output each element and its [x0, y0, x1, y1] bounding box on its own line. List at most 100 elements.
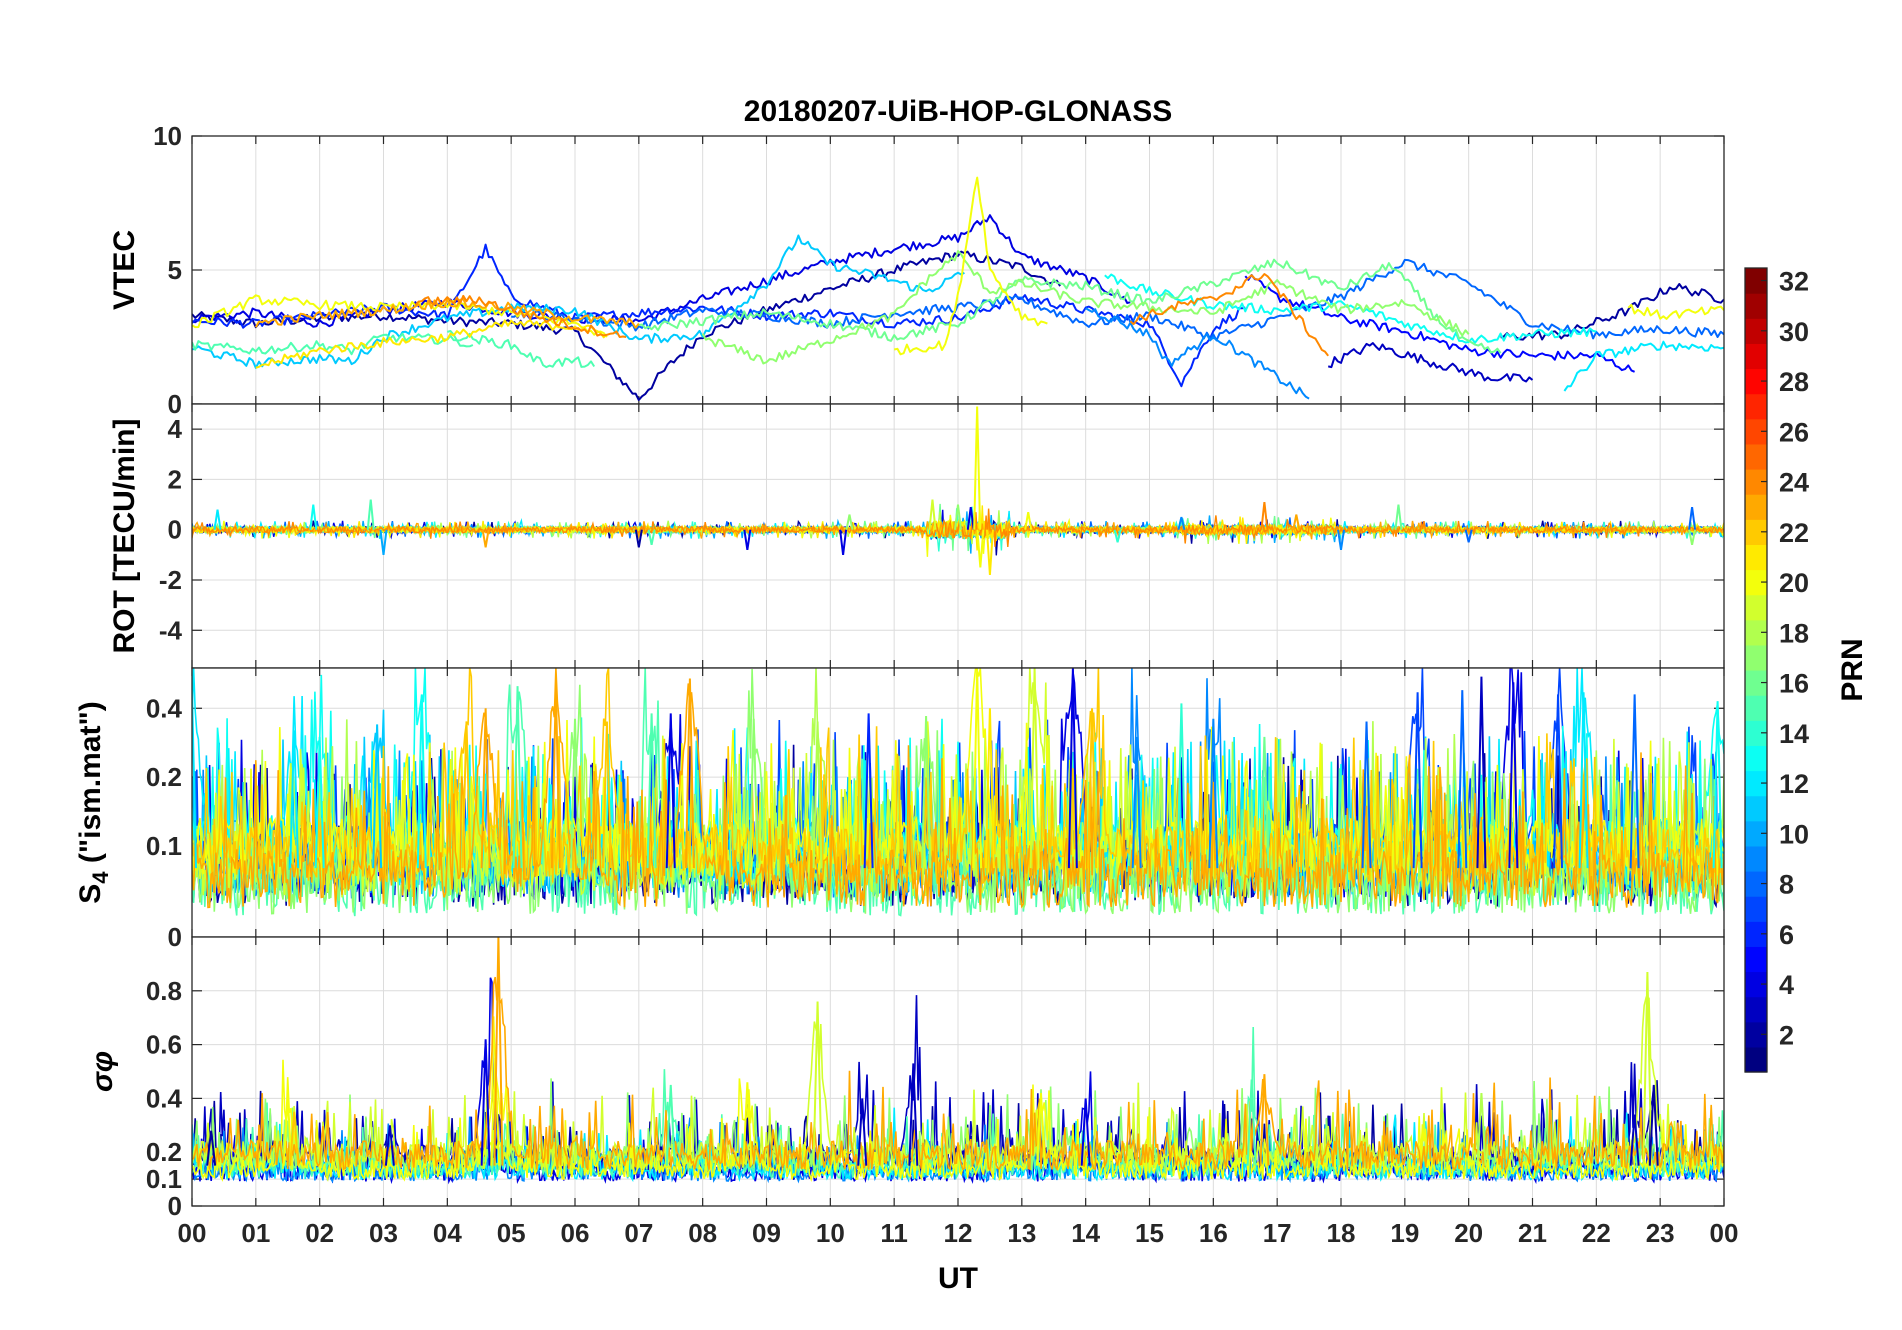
s4-peak: [1629, 694, 1640, 869]
rot-spike: [1337, 529, 1345, 550]
rot-spike: [1024, 511, 1033, 530]
colorbar-frame: [1744, 267, 1768, 1073]
rot-spike: [839, 529, 848, 555]
colorbar-segment: [1745, 795, 1767, 822]
s4-label-subscript: 4: [88, 871, 113, 884]
panel-vtec: 0 5 10 VTEC: [108, 121, 1725, 419]
y-tick-label: 0.2: [146, 1137, 182, 1167]
vtec-series-prn-24: [1129, 273, 1329, 357]
vtec-series-prn-23: [254, 297, 640, 329]
rot-spike: [1464, 529, 1473, 543]
colorbar-segment: [1745, 971, 1767, 998]
y-axis-label-rot: ROT [TECU/min]: [108, 419, 141, 654]
vtec-series-prn-4: [192, 214, 1131, 328]
colorbar-tick-label: 12: [1779, 769, 1809, 799]
x-tick-label: 22: [1582, 1218, 1611, 1248]
colorbar-segment: [1745, 720, 1767, 746]
sigma_phi-peak: [742, 1082, 753, 1166]
x-tick-label: 20: [1454, 1218, 1483, 1248]
sigma_phi-peak: [665, 1084, 676, 1166]
s4-peak: [289, 730, 300, 869]
s4-peak: [1412, 692, 1423, 869]
colorbar-segment: [1745, 443, 1767, 470]
vtec-series-prn-2: [1500, 283, 1724, 341]
rot-spike: [966, 506, 975, 530]
vtec-series-prn-20: [1627, 303, 1724, 320]
colorbar-segment: [1745, 946, 1767, 973]
colorbar-tick-label: 8: [1779, 870, 1794, 900]
y-tick-label: 10: [153, 121, 182, 151]
vtec-series-prn-21: [255, 319, 608, 369]
s4-peak: [601, 721, 612, 869]
vtec-series-prn-20: [893, 176, 1048, 356]
colorbar-segment: [1745, 845, 1767, 872]
y-tick-label: 4: [168, 414, 183, 444]
colorbar-tick-label: 16: [1779, 669, 1809, 699]
colorbar-tick-label: 32: [1779, 267, 1809, 297]
sigma_phi-peak: [1246, 1079, 1257, 1166]
panel-rot: -4 -2 0 2 4 ROT [TECU/min]: [108, 403, 1725, 669]
vtec-series-prn-17: [701, 250, 1470, 365]
y-tick-label: -4: [159, 615, 183, 645]
sigma_phi-peak: [908, 1063, 919, 1166]
s4-label-main: S: [74, 884, 107, 904]
rot-spike: [1260, 501, 1269, 530]
y-axis-label-s4: S4 ("ism.mat"): [74, 701, 113, 903]
rot-series-prn-24: [192, 508, 1724, 548]
colorbar-label: PRN: [1836, 638, 1869, 701]
s4-peak: [372, 724, 383, 869]
x-tick-label: 12: [944, 1218, 973, 1248]
sigma_phi-peak: [490, 1058, 501, 1166]
s4-peak: [461, 721, 472, 869]
x-tick-label: 19: [1390, 1218, 1419, 1248]
colorbar-segment: [1745, 318, 1767, 344]
colorbar-tick-label: 28: [1779, 367, 1809, 397]
sigma_phi-peak: [1642, 971, 1653, 1166]
colorbar-segment: [1745, 268, 1767, 294]
panel-vtec-series: [192, 176, 1724, 401]
vtec-series-prn-12: [1563, 340, 1724, 392]
s4-peak: [921, 715, 932, 869]
sigma_phi-peak: [480, 1039, 491, 1166]
s4-peak: [1476, 676, 1487, 869]
s4-peak: [1067, 668, 1078, 869]
colorbar-segment: [1745, 544, 1767, 571]
colorbar-segment: [1745, 469, 1767, 495]
colorbar-segment: [1745, 368, 1767, 395]
sigma_phi-peak: [289, 1111, 300, 1166]
x-tick-label: 01: [241, 1218, 270, 1248]
rot-spike: [928, 499, 937, 530]
y-tick-label: 0.4: [146, 693, 183, 723]
s4-peak: [1208, 718, 1219, 869]
colorbar-segment: [1745, 921, 1767, 947]
rot-spike: [743, 529, 752, 550]
s4-peak: [684, 678, 695, 869]
panel-rot-series: [192, 406, 1724, 576]
s4-peak: [1457, 690, 1468, 869]
rot-spike: [634, 529, 643, 548]
s4-peak: [416, 694, 427, 869]
y-tick-label: 0.1: [146, 831, 182, 861]
s4-peak: [812, 721, 823, 869]
y-tick-label: 0: [168, 1191, 182, 1221]
sigma_phi-peak: [384, 1125, 395, 1166]
colorbar-segment: [1745, 494, 1767, 520]
rot-spike: [976, 529, 985, 568]
colorbar-tick-label: 2: [1779, 1020, 1794, 1050]
x-tick-label: 09: [752, 1218, 781, 1248]
panel-s4-series: [192, 668, 1724, 917]
y-axis-label-sigma_phi: σφ: [86, 1051, 119, 1092]
rot-spike: [1688, 506, 1697, 530]
y-tick-label: 0.6: [146, 1030, 182, 1060]
x-tick-label: 00: [178, 1218, 207, 1248]
colorbar-segment: [1745, 695, 1767, 721]
sigma_phi-peak: [1476, 1092, 1487, 1166]
colorbar-tick-label: 24: [1779, 468, 1809, 498]
x-tick-label: 07: [624, 1218, 653, 1248]
x-tick-label: 14: [1071, 1218, 1100, 1248]
sigma_phi-peak: [812, 1001, 823, 1166]
colorbar-segment: [1745, 770, 1767, 797]
